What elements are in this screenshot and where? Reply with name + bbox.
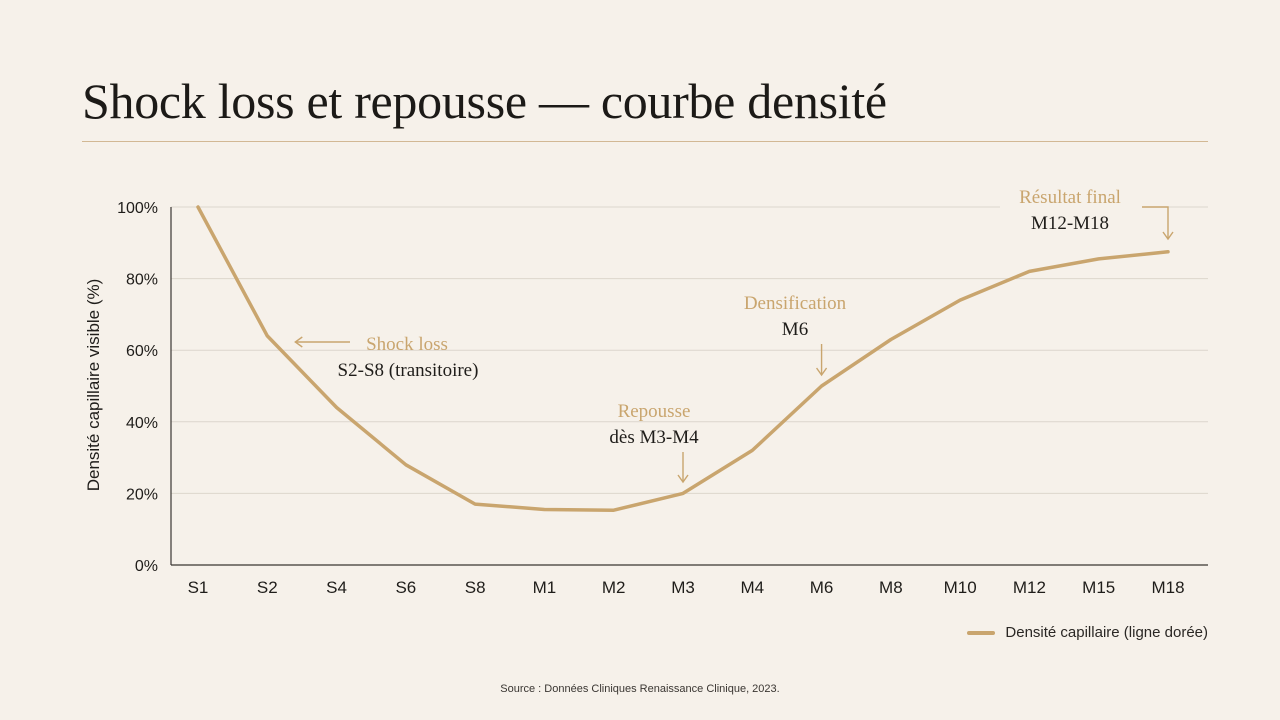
- x-tick-label: M10: [944, 578, 977, 597]
- x-tick-label: S8: [465, 578, 486, 597]
- annotations: Shock loss S2-S8 (transitoire) Repousse dès…: [294, 182, 1174, 484]
- legend-label: Densité capillaire (ligne dorée): [1005, 624, 1208, 641]
- title-divider: [82, 141, 1208, 142]
- grid-lines: [171, 206, 1208, 494]
- x-tick-labels: S1 S2 S4 S6 S8 M1 M2 M3 M4 M6 M8 M10 M12 M15 M18: [188, 578, 1185, 597]
- x-tick-label: M4: [740, 578, 764, 597]
- y-axis-label: Densité capillaire visible (%): [84, 279, 103, 492]
- annotation-arrowhead: [294, 336, 303, 348]
- x-tick-label: S1: [188, 578, 209, 597]
- annotation-arrowhead: [1162, 231, 1174, 241]
- page-title: Shock loss et repousse — courbe densité: [82, 73, 887, 129]
- annotation-detail: M6: [782, 319, 808, 340]
- annotation-backdrop: [1000, 182, 1142, 236]
- y-tick-label: 60%: [126, 343, 158, 360]
- annotation-arrowhead: [816, 367, 828, 377]
- x-tick-label: M2: [602, 578, 626, 597]
- annotation-arrow: [1142, 206, 1169, 239]
- annotation-arrowhead: [677, 474, 689, 484]
- x-tick-label: S4: [326, 578, 347, 597]
- x-tick-label: M8: [879, 578, 903, 597]
- annotation-detail: dès M3-M4: [609, 427, 699, 448]
- axes: [170, 207, 1208, 566]
- y-tick-label: 100%: [117, 200, 158, 217]
- x-tick-label: M12: [1013, 578, 1046, 597]
- y-tick-label: 20%: [126, 486, 158, 503]
- density-line: [196, 205, 1170, 512]
- x-tick-label: S6: [395, 578, 416, 597]
- x-tick-label: M1: [533, 578, 557, 597]
- annotation-label: Shock loss: [366, 334, 448, 355]
- x-tick-label: M15: [1082, 578, 1115, 597]
- y-tick-label: 40%: [126, 415, 158, 432]
- y-tick-label: 0%: [135, 558, 158, 575]
- annotation-backdrop: [320, 356, 498, 382]
- legend: Densité capillaire (ligne dorée): [967, 624, 1208, 641]
- y-tick-label: 80%: [126, 272, 158, 289]
- x-tick-label: M18: [1151, 578, 1184, 597]
- annotation-label: Densification: [744, 293, 847, 314]
- annotation-label: Repousse: [618, 401, 691, 422]
- x-tick-label: S2: [257, 578, 278, 597]
- annotation-backdrop: [588, 423, 720, 449]
- annotation-detail: S2-S8 (transitoire): [338, 360, 479, 381]
- y-tick-labels: 0% 20% 40% 60% 80% 100%: [117, 200, 158, 575]
- x-tick-label: M3: [671, 578, 695, 597]
- annotation-label: Résultat final: [1019, 187, 1121, 208]
- source-note: Source : Données Cliniques Renaissance C…: [500, 683, 780, 695]
- x-tick-label: M6: [810, 578, 834, 597]
- annotation-detail: M12-M18: [1031, 213, 1109, 234]
- legend-swatch: [967, 630, 996, 635]
